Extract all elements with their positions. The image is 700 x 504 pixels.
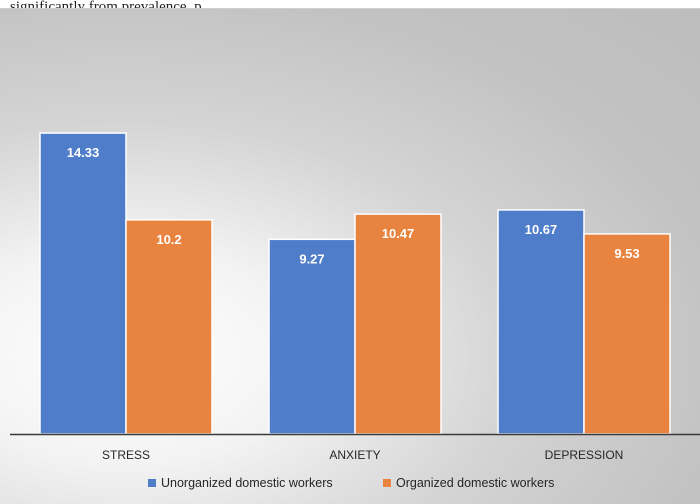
data-label-stress-s1: 14.33 [67,145,100,160]
bar-stress-s1 [39,132,127,435]
x-tick-label-anxiety: ANXIETY [329,448,380,462]
x-tick-label-depression: DEPRESSION [545,448,624,462]
data-label-anxiety-s2: 10.47 [382,226,415,241]
bar-anxiety-s2 [354,213,442,435]
x-tick-label-stress: STRESS [102,448,150,462]
bar-stress-s2 [125,219,213,435]
legend-label-s1: Unorganized domestic workers [161,476,333,490]
data-label-depression-s2: 9.53 [614,246,639,261]
bar-depression-s1 [497,209,585,435]
data-label-anxiety-s1: 9.27 [299,251,324,266]
legend-label-s2: Organized domestic workers [396,476,554,490]
legend-swatch-s2 [383,479,391,487]
data-label-stress-s2: 10.2 [156,232,181,247]
bar-anxiety-s1 [268,238,356,435]
bar-depression-s2 [583,233,671,435]
legend-swatch-s1 [148,479,156,487]
data-label-depression-s1: 10.67 [525,222,558,237]
